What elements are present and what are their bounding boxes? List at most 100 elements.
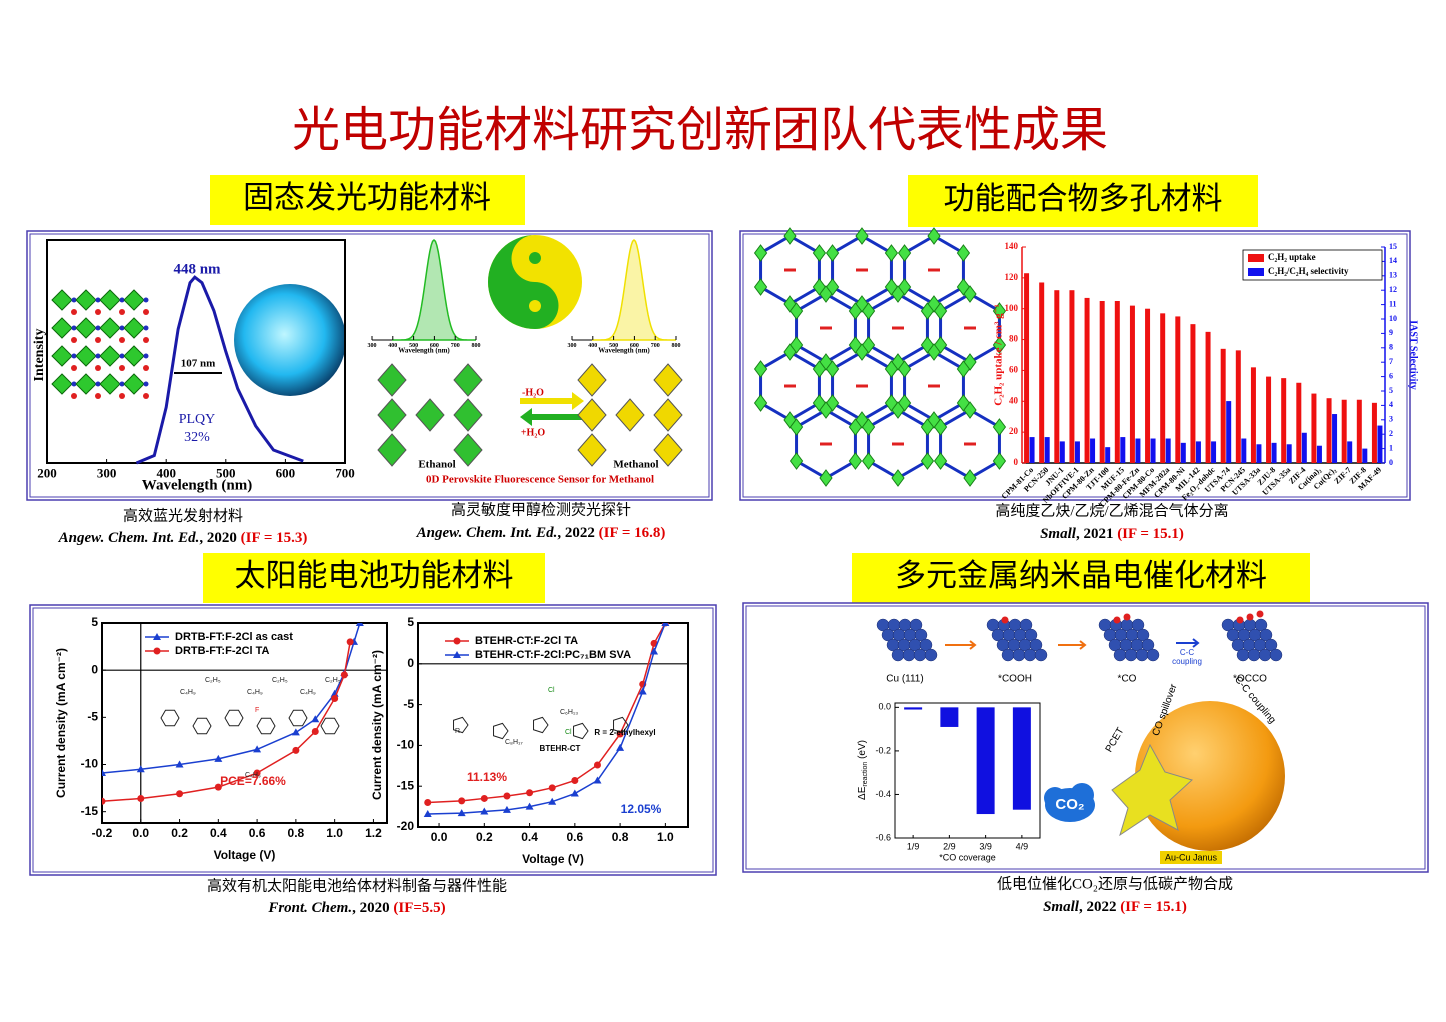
y-tick-label: 8 [1389, 343, 1393, 352]
atom [119, 365, 125, 371]
legend-swatch [1248, 268, 1264, 276]
bar [1362, 448, 1368, 463]
legend-label: DRTB-FT:F-2Cl TA [175, 645, 270, 657]
cu-atom [1254, 618, 1268, 632]
bar [1090, 438, 1096, 463]
x-tick-label: 0.2 [476, 830, 493, 844]
octahedron [377, 398, 407, 432]
bar [1311, 393, 1317, 463]
data-point [311, 727, 319, 735]
cu-atom [902, 648, 916, 662]
data-point [214, 754, 223, 762]
bar [1084, 297, 1090, 463]
octahedron [99, 317, 121, 339]
bar [1135, 438, 1141, 463]
atom [119, 337, 125, 343]
cu-atom [1024, 628, 1038, 642]
journal: Angew. Chem. Int. Ed. [58, 530, 200, 546]
atom [71, 337, 77, 343]
bar [1271, 442, 1277, 463]
data-point [153, 633, 161, 640]
bar [1332, 414, 1338, 463]
bar [976, 707, 995, 815]
data-point [457, 809, 466, 817]
y-tick-label: 0.0 [878, 702, 891, 712]
atom [143, 353, 149, 359]
octahedron [99, 289, 121, 311]
ring [160, 709, 180, 727]
molecule-label: Cl [565, 729, 572, 736]
bar [1160, 313, 1166, 463]
arrow-label: +H₂O [521, 427, 545, 438]
particle-label-box [1160, 851, 1222, 864]
data-point [453, 651, 461, 658]
metal-cluster [933, 418, 948, 436]
octahedron [75, 317, 97, 339]
atom [71, 325, 77, 331]
data-point [661, 623, 670, 626]
metal-cluster [992, 336, 1007, 354]
x-tick-label: 600 [276, 466, 296, 481]
data-point [570, 789, 579, 797]
x-tick-label: 1.0 [657, 830, 674, 844]
cu-atom [909, 618, 923, 632]
y-tick-label: -10 [81, 757, 99, 771]
bar [1286, 444, 1292, 463]
atom [95, 353, 101, 359]
legend-label: C₂H₂ uptake [1268, 252, 1316, 262]
y-tick-label: 2 [1389, 429, 1393, 438]
arrow-label: C-C [1180, 648, 1194, 657]
octahedron [615, 398, 645, 432]
y-tick-label: 11 [1389, 299, 1397, 308]
journal: Small [1043, 899, 1080, 915]
data-point [340, 671, 348, 679]
octahedron [453, 433, 483, 467]
bar [1099, 301, 1105, 463]
metal-cluster [956, 360, 971, 378]
inset-peak [391, 238, 477, 341]
label-part: (eV) [857, 740, 868, 762]
metal-cluster [848, 418, 863, 436]
cu-atom [1012, 648, 1026, 662]
data-point [458, 797, 466, 805]
bar [1266, 376, 1272, 463]
bar [1120, 437, 1126, 463]
y-tick-label: -20 [397, 819, 415, 833]
molecule-label: CO₂ [1055, 796, 1084, 813]
atom [119, 353, 125, 359]
bar [1129, 305, 1135, 463]
cu-star [1111, 743, 1193, 837]
atom [119, 381, 125, 387]
annotation: BTEHR-CT [540, 744, 581, 753]
yin-yang [488, 235, 582, 329]
ring [453, 716, 469, 734]
atom [119, 393, 125, 399]
metal-cluster [933, 302, 948, 320]
x-tick-label: 800 [672, 343, 681, 349]
ring [573, 722, 589, 740]
yin-yang-dot [529, 300, 541, 312]
octahedron [653, 398, 683, 432]
data-point [616, 743, 625, 751]
atom [143, 365, 149, 371]
step-label: *OCCO [1233, 674, 1267, 685]
bar [1301, 432, 1307, 463]
cu-atom [1135, 648, 1149, 662]
molecule-label: F [255, 707, 259, 714]
data-point [548, 797, 557, 805]
bar [1029, 437, 1035, 463]
data-point [176, 790, 184, 798]
x-tick-label: -0.2 [92, 826, 113, 840]
metal-cluster [812, 360, 827, 378]
data-point [526, 789, 534, 797]
data-point [253, 745, 262, 753]
x-tick-label: 600 [630, 343, 639, 349]
adsorbate [1123, 613, 1131, 621]
step-label: *COOH [998, 674, 1032, 685]
data-point [453, 637, 461, 645]
x-axis-label: Wavelength (nm) [142, 477, 252, 493]
y-tick-label: 0 [91, 662, 98, 676]
sensor-caption: 0D Perovskite Fluorescence Sensor for Me… [426, 474, 654, 486]
inset-x-label: Wavelength (nm) [598, 347, 650, 355]
y-tick-label: 15 [1389, 242, 1397, 251]
